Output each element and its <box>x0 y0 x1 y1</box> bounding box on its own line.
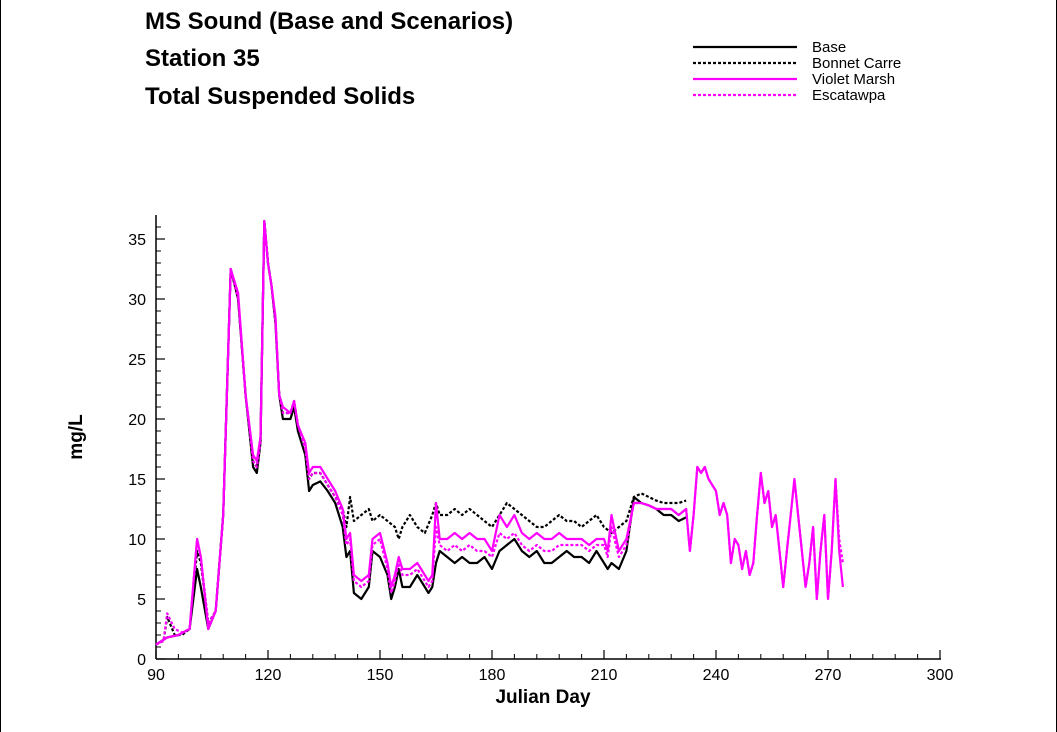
x-axis-label: Julian Day <box>495 687 590 708</box>
y-axis-label: mg/L <box>66 414 87 460</box>
x-tick-label: 300 <box>927 667 954 684</box>
y-tick-label: 20 <box>128 412 146 429</box>
x-tick-label: 120 <box>255 667 282 684</box>
series-line <box>155 219 844 646</box>
legend-label: Bonnet Carre <box>812 55 901 72</box>
x-tick-label: 210 <box>591 667 618 684</box>
y-tick-label: 15 <box>128 472 146 489</box>
y-tick-label: 30 <box>128 292 146 309</box>
y-tick-label: 5 <box>137 592 146 609</box>
x-tick-label: 90 <box>147 667 165 684</box>
x-tick-label: 150 <box>367 667 394 684</box>
chart-title-line-2: Station 35 <box>145 45 260 72</box>
chart-title-line-1: MS Sound (Base and Scenarios) <box>145 8 514 35</box>
legend-label: Escatawpa <box>812 87 886 104</box>
x-tick-label: 240 <box>703 667 730 684</box>
series-violet-marsh <box>155 219 844 646</box>
series-bonnet-carre <box>155 219 687 646</box>
legend-label: Base <box>812 39 846 56</box>
series-line <box>155 219 844 646</box>
series-escatawpa <box>155 219 844 646</box>
chart-title-line-3: Total Suspended Solids <box>145 83 416 110</box>
legend-label: Violet Marsh <box>812 71 895 88</box>
series-line <box>155 219 687 646</box>
y-tick-label: 0 <box>137 652 146 669</box>
y-tick-label: 10 <box>128 532 146 549</box>
y-tick-label: 25 <box>128 352 146 369</box>
x-tick-label: 270 <box>815 667 842 684</box>
y-tick-label: 35 <box>128 232 146 249</box>
x-tick-label: 180 <box>479 667 506 684</box>
